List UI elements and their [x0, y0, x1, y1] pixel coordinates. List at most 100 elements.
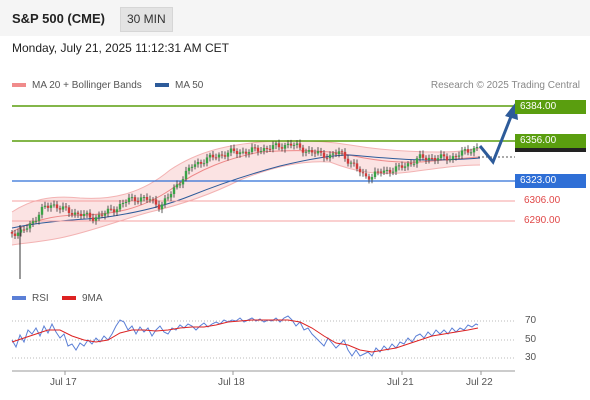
- candle-body: [322, 152, 326, 158]
- candle-body: [340, 151, 344, 153]
- candle-body: [376, 171, 380, 173]
- legend-bollinger-label: MA 20 + Bollinger Bands: [32, 80, 142, 91]
- candle-body: [94, 217, 98, 221]
- candle-body: [268, 148, 272, 150]
- candle-body: [250, 147, 254, 153]
- chart-datetime: Monday, July 21, 2025 11:12:31 AM CET: [12, 41, 230, 55]
- candle-body: [172, 187, 176, 195]
- candle-body: [391, 171, 395, 173]
- candle-body: [370, 177, 374, 180]
- candle-body: [469, 152, 473, 154]
- candle-body: [205, 157, 209, 164]
- scenario-arrowhead-icon: [505, 102, 518, 120]
- candle-body: [223, 155, 227, 157]
- candle-body: [331, 153, 335, 155]
- candle-body: [160, 204, 164, 210]
- level-label-6356: 6356.00: [515, 134, 586, 148]
- candle-body: [151, 199, 155, 201]
- candle-body: [103, 213, 107, 216]
- candle-body: [403, 166, 407, 168]
- candle-body: [394, 166, 398, 172]
- candle-body: [283, 145, 287, 149]
- candle-body: [418, 154, 422, 159]
- candle-body: [25, 228, 29, 230]
- candle-body: [142, 197, 146, 199]
- candle-body: [277, 143, 281, 148]
- bollinger-upper-line: [11, 140, 481, 213]
- candle-body: [415, 158, 419, 164]
- candle-body: [82, 213, 86, 217]
- candle-body: [286, 143, 290, 146]
- ma50-swatch-icon: [155, 83, 169, 88]
- candle-body: [382, 170, 386, 173]
- candle-body: [169, 194, 173, 198]
- candle-body: [310, 150, 314, 153]
- candle-body: [145, 197, 149, 200]
- candle-body: [184, 170, 188, 180]
- rsi-swatch-icon: [12, 296, 26, 301]
- candle-body: [136, 201, 140, 203]
- level-label-6306: 6306.00: [524, 195, 561, 206]
- candle-body: [301, 147, 305, 153]
- candle-body: [313, 152, 317, 154]
- candle-body: [289, 143, 293, 146]
- candle-body: [190, 166, 194, 168]
- candle-body: [124, 201, 128, 203]
- candle-body: [121, 202, 125, 205]
- candle-body: [373, 171, 377, 178]
- candle-body: [349, 162, 353, 164]
- candle-body: [238, 152, 242, 155]
- candle-body: [367, 176, 371, 180]
- x-label-jul22: Jul 22: [466, 377, 493, 388]
- candlesticks: [10, 139, 479, 279]
- candle-body: [451, 156, 455, 160]
- candle-body: [214, 157, 218, 159]
- candle-body: [28, 223, 32, 229]
- level-label-6323: 6323.00: [515, 174, 586, 188]
- rsi-level-70: 70: [525, 315, 537, 326]
- timeframe-badge[interactable]: 30 MIN: [120, 7, 173, 32]
- candle-body: [472, 148, 476, 153]
- candle-body: [181, 179, 185, 185]
- candle-body: [442, 154, 446, 157]
- candle-body: [22, 229, 26, 231]
- candle-body: [166, 197, 170, 199]
- rsi-line: [11, 315, 479, 357]
- candle-body: [307, 150, 311, 152]
- candle-body: [91, 217, 95, 221]
- candle-body: [304, 151, 308, 153]
- candle-body: [409, 163, 413, 165]
- candle-body: [43, 205, 47, 207]
- bollinger-band: [12, 140, 480, 245]
- candle-body: [430, 157, 434, 159]
- chart-header: S&P 500 (CME) 30 MIN: [0, 0, 590, 36]
- candle-body: [466, 149, 470, 153]
- candle-body: [31, 221, 35, 224]
- level-label-6384: 6384.00: [515, 100, 586, 114]
- candle-body: [202, 163, 206, 165]
- candle-body: [112, 209, 116, 213]
- scenario-arrow[interactable]: [478, 113, 514, 165]
- candle-body: [355, 163, 359, 169]
- research-credit: Research © 2025 Trading Central: [430, 80, 580, 91]
- candle-body: [400, 165, 404, 168]
- candle-body: [259, 150, 263, 152]
- candle-body: [358, 168, 362, 173]
- candle-body: [76, 212, 80, 214]
- candle-body: [328, 154, 332, 159]
- last-price-marker: [515, 148, 586, 152]
- candle-body: [148, 199, 152, 201]
- candle-body: [58, 208, 62, 210]
- candle-body: [40, 206, 44, 215]
- candle-body: [61, 206, 65, 210]
- candle-body: [127, 197, 131, 202]
- rsi-level-50: 50: [525, 334, 537, 345]
- candle-body: [385, 169, 389, 171]
- candle-body: [361, 172, 365, 174]
- candle-body: [73, 212, 77, 215]
- candle-body: [97, 214, 101, 218]
- candle-body: [433, 157, 437, 161]
- candle-body: [439, 154, 443, 159]
- candle-body: [70, 213, 74, 215]
